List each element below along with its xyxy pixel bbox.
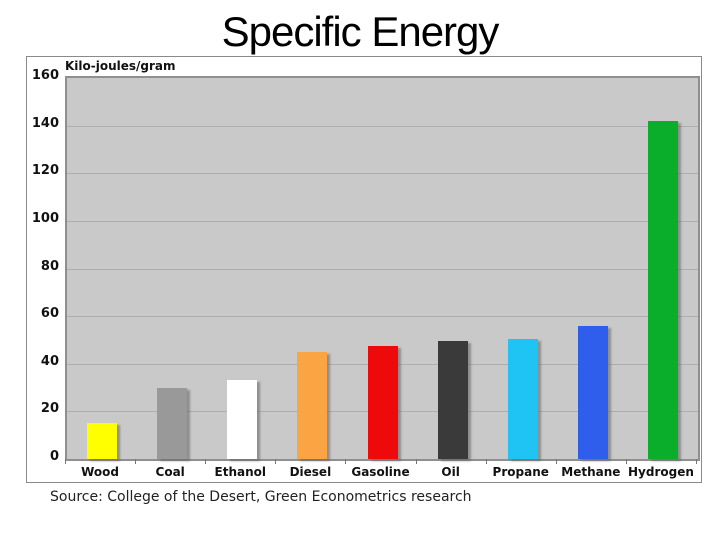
plot-area: [65, 76, 700, 461]
x-label-coal: Coal: [155, 465, 185, 479]
x-axis-tick: [65, 459, 66, 464]
x-axis-tick: [485, 459, 487, 464]
x-axis-tick: [205, 459, 207, 464]
x-axis-tick: [625, 459, 627, 464]
x-label-methane: Methane: [561, 465, 621, 479]
gridline-100: [67, 220, 698, 222]
x-axis-tick: [135, 459, 137, 464]
bar-hydrogen: [647, 120, 678, 459]
gridline-140: [67, 125, 698, 127]
y-tick-label-100: 100: [31, 210, 59, 226]
gridline-120: [67, 173, 698, 175]
bar-ethanol: [227, 380, 258, 459]
y-tick-label-120: 120: [31, 163, 59, 179]
gridline-60: [67, 316, 698, 318]
x-axis-tick: [415, 459, 417, 464]
x-label-propane: Propane: [492, 465, 549, 479]
x-label-wood: Wood: [81, 465, 119, 479]
bar-wood: [87, 423, 118, 459]
y-tick-label-160: 160: [31, 68, 59, 83]
y-tick-label-80: 80: [40, 258, 59, 274]
bar-diesel: [297, 351, 328, 459]
x-label-oil: Oil: [441, 465, 460, 479]
y-tick-label-20: 20: [40, 401, 59, 417]
x-label-ethanol: Ethanol: [214, 465, 267, 479]
y-tick-label-0: 0: [49, 449, 59, 464]
bar-oil: [437, 341, 468, 459]
bar-propane: [507, 338, 538, 459]
x-axis-tick: [696, 459, 697, 464]
x-label-hydrogen: Hydrogen: [627, 465, 694, 479]
y-tick-label-140: 140: [31, 115, 59, 131]
source-note: Source: College of the Desert, Green Eco…: [50, 489, 472, 505]
x-axis-tick: [275, 459, 277, 464]
page-title: Specific Energy: [221, 8, 500, 55]
x-axis-tick: [555, 459, 557, 464]
y-axis-unit-label: Kilo-joules/gram: [65, 59, 176, 73]
x-axis-tick: [345, 459, 347, 464]
chart-frame: Kilo-joules/gram 0 20 40 60 80 100 120 140 160 Wo…: [26, 56, 702, 483]
x-label-gasoline: Gasoline: [351, 465, 410, 479]
gridline-80: [67, 268, 698, 270]
bar-methane: [577, 325, 608, 459]
bar-coal: [157, 387, 188, 459]
bar-gasoline: [367, 345, 398, 459]
y-tick-label-40: 40: [40, 353, 59, 369]
y-tick-label-60: 60: [40, 306, 59, 322]
x-label-diesel: Diesel: [289, 465, 332, 479]
